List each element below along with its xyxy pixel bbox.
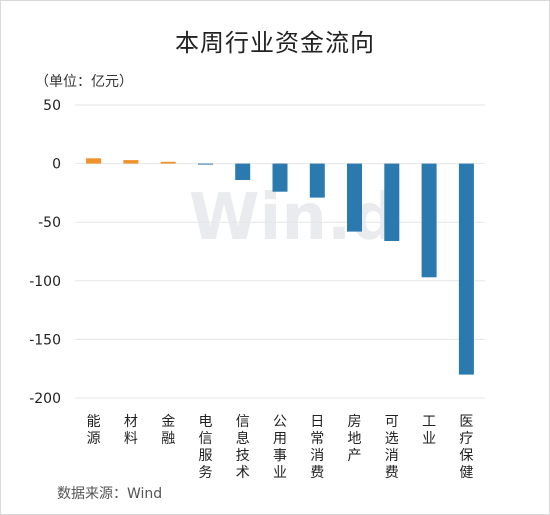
bar-2 [123, 160, 139, 164]
y-tick-label: -200 [29, 391, 61, 407]
y-tick-label: 0 [52, 157, 61, 173]
source-note: 数据来源：Wind [57, 486, 163, 502]
watermark: Win.d [189, 181, 397, 255]
unit-label: （单位：亿元） [35, 74, 133, 90]
bar-1 [86, 158, 102, 164]
y-tick-label: -50 [38, 215, 61, 231]
category-label: 日常消费 [310, 414, 324, 481]
chart-title: 本周行业资金流向 [175, 29, 375, 57]
category-label: 医疗保健 [459, 414, 473, 481]
category-label: 电信服务 [199, 414, 213, 481]
bar-10 [421, 163, 437, 278]
bar-7 [309, 163, 325, 198]
category-label: 房地产 [348, 414, 362, 464]
bar-8 [347, 163, 362, 232]
y-tick-label: 50 [43, 98, 61, 114]
bar-9 [384, 163, 400, 241]
bar-4 [198, 163, 213, 165]
y-tick-label: -100 [29, 274, 61, 290]
y-tick-label: -150 [29, 332, 61, 348]
bar-11 [458, 163, 474, 375]
bar-3 [160, 161, 176, 164]
category-label: 信息技术 [236, 414, 250, 481]
bar-5 [235, 163, 251, 180]
category-label: 金融 [161, 414, 175, 447]
category-label: 可选消费 [385, 414, 399, 481]
category-label: 材料 [124, 414, 138, 447]
category-label: 公用事业 [273, 414, 287, 481]
category-label: 能源 [87, 414, 101, 447]
bar-6 [272, 163, 288, 192]
category-label: 工业 [422, 414, 436, 447]
